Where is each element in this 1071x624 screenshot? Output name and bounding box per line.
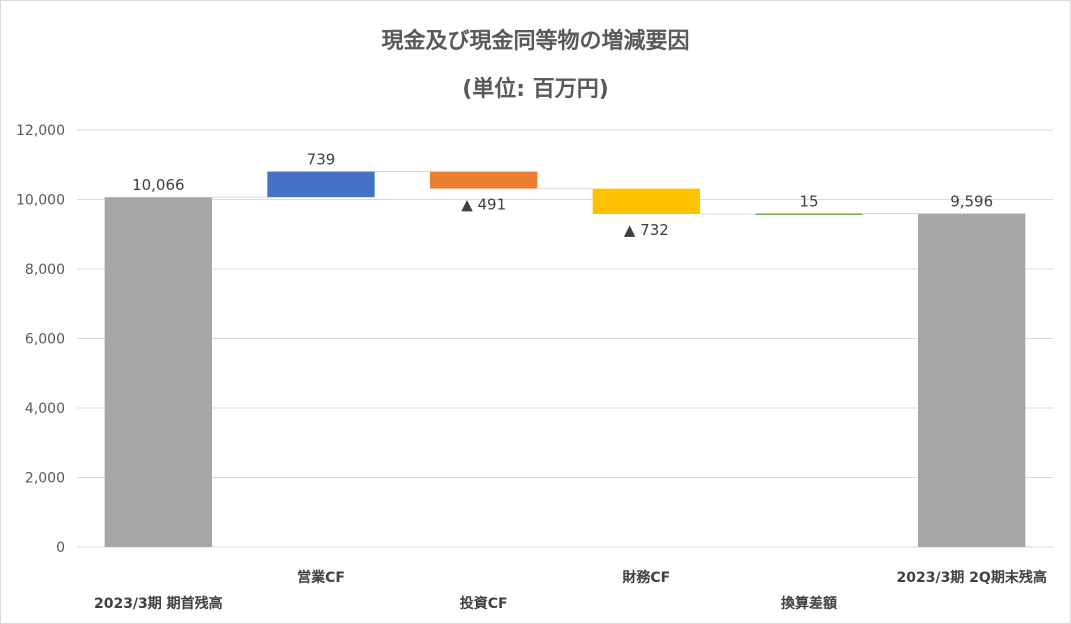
x-category-label: 2023/3期 期首残高 xyxy=(94,595,223,612)
x-category-label: 2023/3期 2Q期末残高 xyxy=(896,569,1046,586)
x-category-label: 財務CF xyxy=(621,569,670,586)
bar xyxy=(755,213,863,216)
data-label: 15 xyxy=(799,193,818,211)
y-tick-label: 8,000 xyxy=(25,262,65,278)
bar xyxy=(592,188,701,215)
data-label: ▲ 732 xyxy=(624,221,669,239)
x-category-label: 投資CF xyxy=(460,595,508,612)
bar xyxy=(429,171,538,189)
y-tick-label: 10,000 xyxy=(16,193,65,209)
data-label: ▲ 491 xyxy=(461,196,506,214)
x-category-label: 換算差額 xyxy=(781,595,837,612)
chart-title: 現金及び現金同等物の増減要因 xyxy=(381,29,690,54)
chart-subtitle: (単位: 百万円) xyxy=(462,77,609,102)
bar xyxy=(267,171,375,198)
y-tick-label: 12,000 xyxy=(16,123,65,139)
bar xyxy=(104,197,213,548)
y-tick-label: 0 xyxy=(56,540,65,556)
data-label: 9,596 xyxy=(950,193,993,211)
x-category-label: 営業CF xyxy=(297,569,345,586)
y-tick-label: 2,000 xyxy=(25,471,65,487)
y-tick-label: 6,000 xyxy=(25,332,65,348)
bar xyxy=(917,213,1026,547)
data-label: 739 xyxy=(307,151,336,169)
y-tick-label: 4,000 xyxy=(25,401,65,417)
data-label: 10,066 xyxy=(132,176,185,194)
